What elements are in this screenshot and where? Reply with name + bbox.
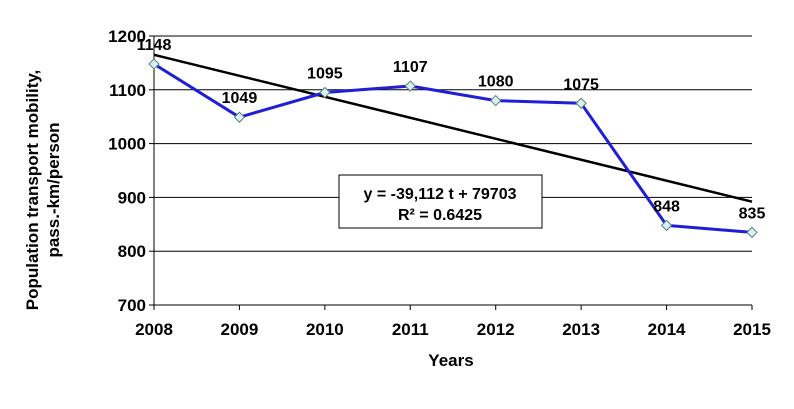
data-label-2009: 1049 bbox=[222, 90, 258, 107]
y-tick-label-800: 800 bbox=[118, 242, 146, 261]
trendline-equation-box: y = -39,112 t + 79703 R² = 0.6425 bbox=[338, 174, 543, 229]
axes: 700 800 900 1000 1100 1200 2008 2009 2010 2011 201… bbox=[108, 27, 771, 339]
equation-box-border bbox=[338, 174, 543, 229]
data-point-2010 bbox=[319, 86, 331, 99]
data-labels: 1148 1049 1095 1107 1080 1075 848 835 bbox=[137, 37, 766, 222]
x-tick-label-2011: 2011 bbox=[392, 320, 429, 339]
trendline-equation: y = -39,112 t + 79703 bbox=[363, 186, 516, 203]
gridlines bbox=[154, 35, 752, 252]
x-tick-label-2012: 2012 bbox=[477, 320, 515, 339]
data-point-2014 bbox=[660, 219, 673, 232]
x-tick-label-2009: 2009 bbox=[221, 320, 259, 339]
data-label-2008: 1148 bbox=[137, 37, 172, 54]
x-tick-label-2014: 2014 bbox=[648, 320, 686, 339]
data-point-2015 bbox=[746, 226, 758, 239]
data-point-2013 bbox=[575, 97, 587, 109]
x-tick-label-2015: 2015 bbox=[733, 320, 771, 339]
y-tick-label-1000: 1000 bbox=[108, 135, 146, 154]
x-tick-label-2013: 2013 bbox=[562, 320, 600, 339]
data-label-2012: 1080 bbox=[478, 74, 514, 91]
data-point-2008 bbox=[148, 58, 160, 70]
x-axis-title: Years bbox=[428, 351, 473, 370]
series-line-0 bbox=[153, 62, 753, 234]
trendline bbox=[153, 53, 753, 203]
data-label-2013: 1075 bbox=[563, 76, 599, 93]
y-axis-title-line-2: pass.-km/person bbox=[44, 122, 63, 257]
data-point-2012 bbox=[490, 94, 502, 107]
data-label-2010: 1095 bbox=[307, 65, 343, 82]
y-tick-label-1200: 1200 bbox=[108, 27, 146, 46]
y-axis-title: Population transport mobility, pass.-km/… bbox=[23, 70, 63, 311]
y-tick-label-700: 700 bbox=[118, 296, 146, 315]
data-label-2014: 848 bbox=[653, 198, 680, 215]
data-point-2011 bbox=[404, 80, 416, 92]
x-tick-label-2008: 2008 bbox=[135, 320, 173, 339]
data-label-2011: 1107 bbox=[393, 59, 428, 76]
data-label-2015: 835 bbox=[739, 205, 766, 222]
y-tick-label-900: 900 bbox=[118, 188, 146, 207]
trendline-r-squared: R² = 0.6425 bbox=[398, 207, 482, 224]
trendline-group bbox=[153, 53, 753, 203]
series-group bbox=[148, 58, 758, 239]
y-axis-title-line-1: Population transport mobility, bbox=[23, 70, 42, 311]
y-tick-label-1100: 1100 bbox=[109, 81, 146, 100]
x-tick-label-2010: 2010 bbox=[306, 320, 344, 339]
data-point-2009 bbox=[233, 111, 246, 123]
